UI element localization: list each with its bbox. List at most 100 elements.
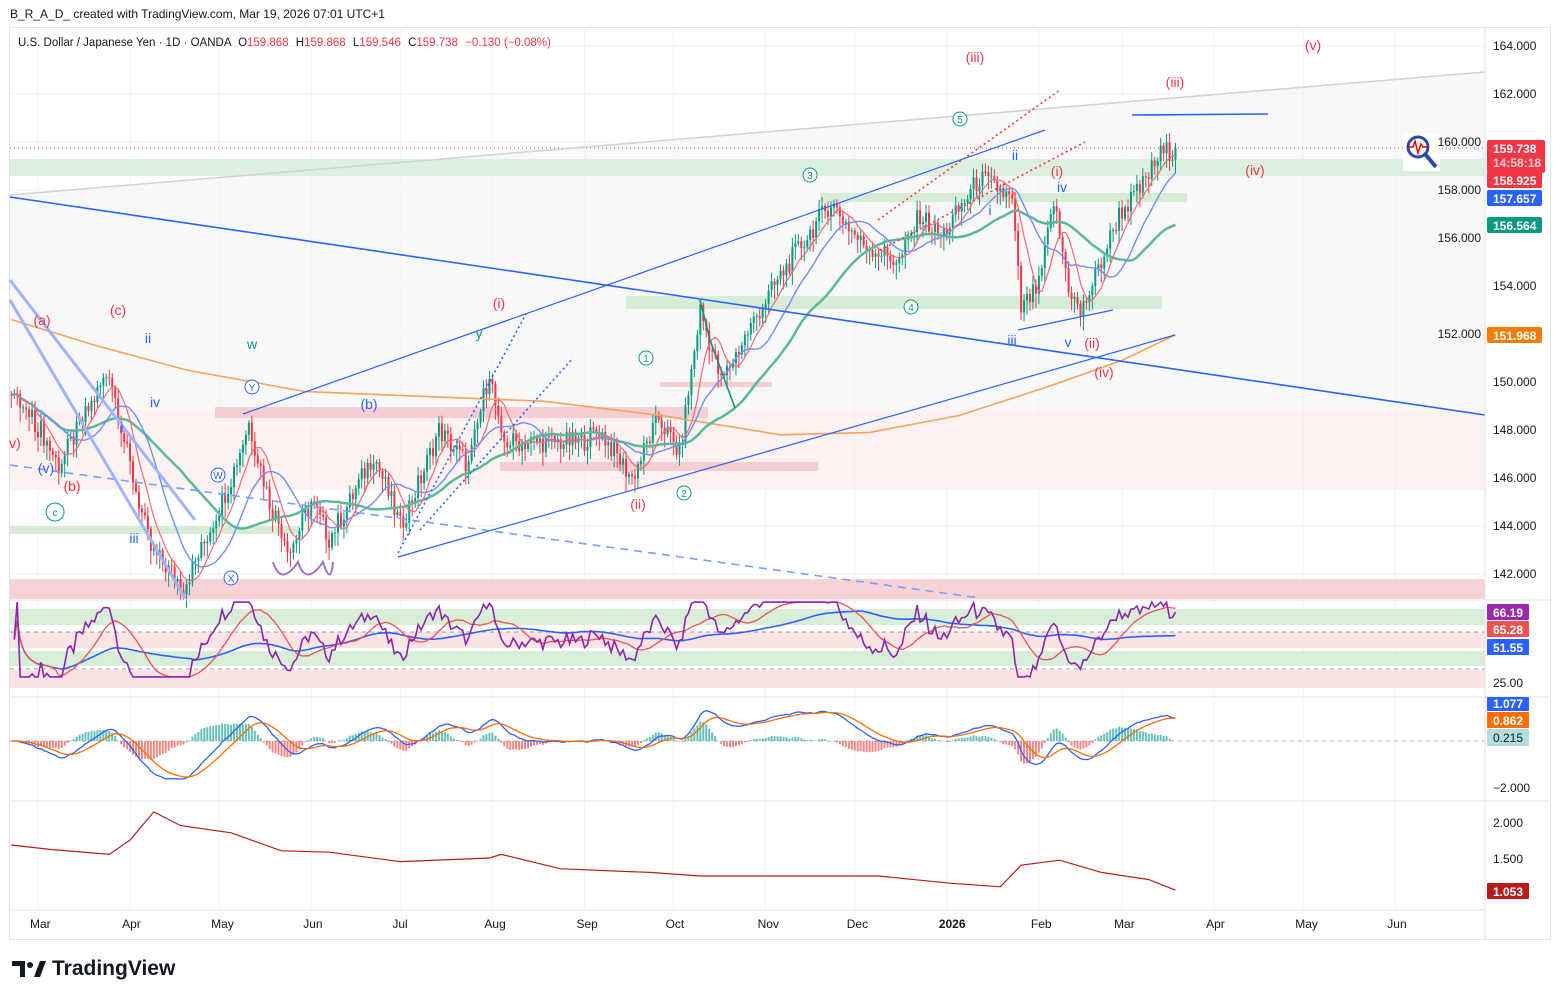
candle-body	[942, 228, 945, 237]
macd-histogram-bar	[515, 741, 518, 750]
macd-histogram-bar	[966, 737, 969, 741]
tv-logo-icon	[12, 961, 46, 977]
candle-body	[559, 439, 562, 449]
candles	[10, 133, 1177, 609]
macd-histogram-bar	[954, 738, 957, 741]
macd-histogram-bar	[711, 732, 714, 741]
candle-body	[1144, 176, 1147, 178]
macd-histogram-bar	[865, 741, 868, 753]
low-value: 159.546	[359, 37, 401, 49]
macd-histogram-bar	[265, 741, 268, 746]
macd-histogram-bar	[200, 729, 203, 741]
price-tags: 159.738 14:58:18 158.925 157.657 156.564…	[1487, 140, 1545, 899]
macd-histogram-bar	[948, 741, 951, 742]
wave-label: i	[988, 202, 991, 218]
macd-histogram-bar	[274, 741, 277, 754]
macd-histogram-bar	[464, 741, 467, 746]
macd-histogram-bar	[981, 735, 984, 741]
macd-histogram-bar	[841, 741, 844, 747]
macd-histogram-bar	[794, 736, 797, 741]
wave-label: (iii)	[1166, 74, 1185, 90]
candle-body	[108, 377, 111, 379]
macd-histogram-bar	[928, 736, 930, 741]
candle-body	[898, 257, 901, 264]
macd-histogram-bar	[1008, 741, 1011, 746]
candle-body	[19, 393, 22, 408]
macd-histogram-bar	[262, 741, 265, 743]
macd-histogram-bar	[773, 736, 776, 741]
macd-histogram-bar	[1124, 727, 1127, 741]
candle-body	[1132, 191, 1135, 193]
wave-label: (ii)	[630, 496, 646, 512]
macd-histogram-bar	[384, 739, 387, 741]
candle-body	[711, 350, 714, 352]
macd-histogram-bar	[304, 741, 307, 743]
price-tick: 160.000	[1438, 135, 1482, 149]
macd-histogram-bar	[78, 734, 81, 741]
macd-histogram-bar	[360, 731, 363, 741]
candle-body	[990, 175, 993, 177]
candle-body	[1028, 293, 1031, 303]
macd-histogram-bar	[357, 732, 360, 741]
ma-fast-tag: 158.925	[1493, 174, 1537, 188]
macd-histogram-bar	[230, 724, 233, 741]
time-tick: Feb	[1031, 917, 1052, 931]
macd-histogram-bar	[800, 738, 803, 741]
high-value: 159.868	[304, 37, 346, 49]
macd-histogram-bar	[1147, 733, 1150, 741]
rsi-line	[13, 600, 1177, 679]
candle-body	[259, 463, 262, 467]
candle-body	[372, 464, 375, 470]
macd-histogram-bar	[743, 741, 746, 743]
candle-body	[307, 508, 310, 517]
rsi-pane	[10, 600, 1485, 688]
candle-body	[1153, 160, 1156, 167]
wave-label: ii	[145, 330, 151, 346]
macd-histogram-bar	[761, 738, 764, 741]
candle-body	[737, 352, 740, 355]
candle-body	[598, 432, 601, 438]
candle-body	[1085, 301, 1088, 303]
macd-histogram-bar	[883, 741, 886, 749]
macd-histogram-bar	[256, 734, 259, 741]
macd-histogram-bar	[233, 723, 236, 741]
candle-body	[919, 210, 922, 225]
macd-histogram-bar	[440, 731, 443, 741]
candle-body	[892, 261, 895, 265]
macd-histogram-bar	[503, 741, 506, 747]
price-axis[interactable]: 164.000 162.000 160.000 158.000 156.000 154.0…	[1438, 39, 1537, 581]
magnifier-icon[interactable]	[1403, 133, 1440, 171]
macd-histogram-bar	[788, 738, 791, 741]
candle-body	[313, 501, 316, 503]
macd-histogram-bar	[1153, 734, 1156, 741]
macd-histogram-bar	[684, 738, 687, 741]
candle-body	[1017, 231, 1020, 266]
candle-body	[360, 468, 363, 480]
candle-body	[1046, 227, 1049, 245]
macd-histogram-bar	[999, 741, 1002, 743]
candle-body	[244, 434, 247, 445]
tradingview-logo[interactable]: TradingView	[12, 957, 175, 981]
macd-histogram-bar	[877, 741, 880, 751]
candle-body	[1082, 301, 1085, 317]
candle-body	[1129, 191, 1132, 212]
macd-histogram-bar	[461, 741, 464, 743]
candle-body	[684, 404, 687, 442]
macd-histogram-bar	[209, 726, 212, 741]
resistance-zone	[10, 159, 1485, 176]
candle-body	[423, 471, 426, 483]
dotted-channel-2	[419, 357, 574, 531]
candle-body	[378, 462, 381, 471]
macd-histogram-bar	[238, 723, 241, 741]
macd-histogram-bar	[868, 741, 871, 753]
candle-body	[1026, 293, 1029, 301]
drawings[interactable]	[8, 71, 1486, 599]
candle-body	[137, 491, 140, 509]
macd-histogram-bar	[835, 741, 838, 743]
macd-histogram-bar	[895, 741, 898, 747]
macd-histogram-bar	[1156, 735, 1159, 741]
candle-body	[835, 203, 838, 208]
candle-body	[642, 443, 645, 461]
time-axis[interactable]: Mar Apr May Jun Jul Aug Sep Oct Nov Dec 2026 Feb Mar…	[30, 917, 1407, 931]
